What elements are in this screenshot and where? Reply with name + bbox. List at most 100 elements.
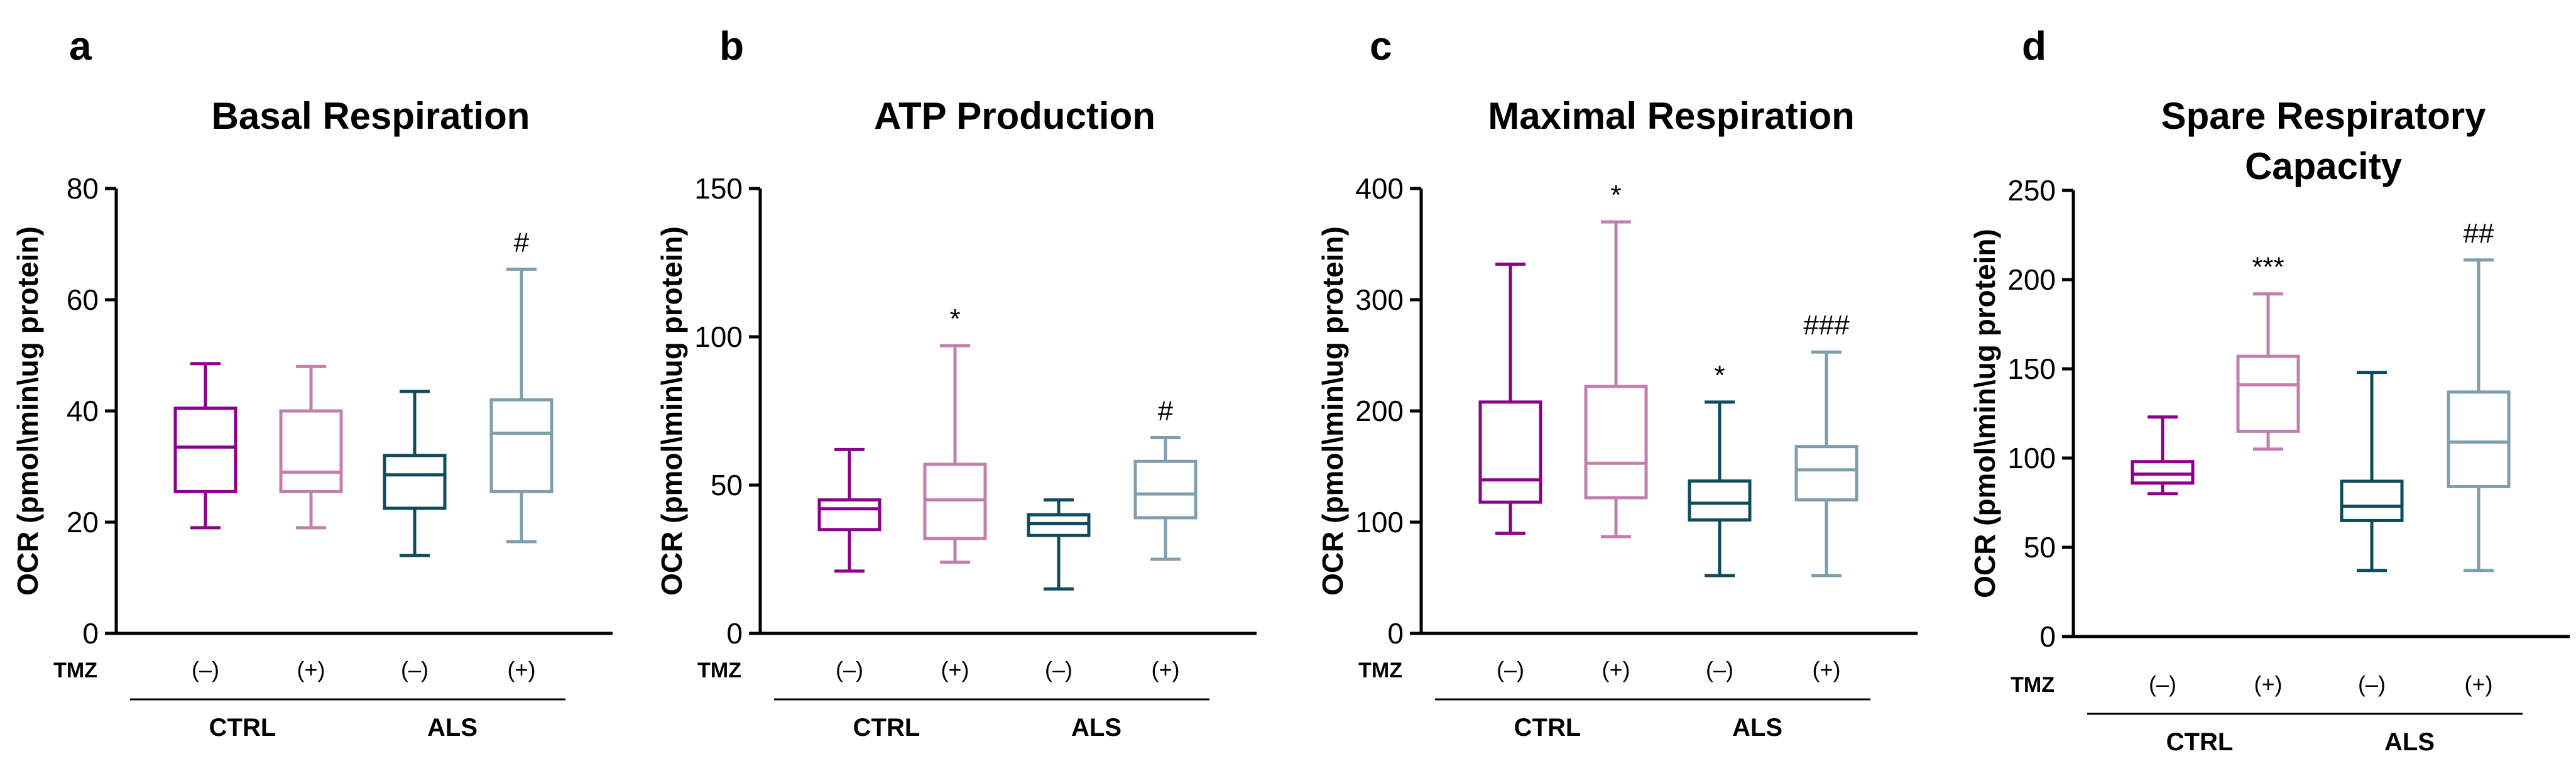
- treatment-label: TMZ: [2011, 673, 2055, 697]
- category-label: (+): [1602, 657, 1630, 682]
- y-axis-label: OCR (pmol\min\ug protein): [1316, 226, 1349, 596]
- group-label: CTRL: [2166, 728, 2234, 756]
- box-iqr: [1794, 445, 1858, 502]
- category-label: (–): [836, 657, 863, 682]
- box-iqr: [1133, 459, 1198, 520]
- category-label: (–): [1497, 657, 1524, 682]
- box-iqr: [1584, 385, 1648, 500]
- box-iqr: [2447, 390, 2511, 488]
- y-tick-label: 50: [711, 469, 743, 501]
- box-als-minus: *: [1688, 360, 1752, 577]
- panel-b: b ATP Production OCR (pmol\min\ug protein)…: [655, 23, 1257, 741]
- box-als-minus: [1027, 498, 1091, 591]
- box-ctrl-minus: [2131, 415, 2195, 496]
- chart-title: Capacity: [2245, 145, 2403, 187]
- y-tick-label: 50: [2024, 531, 2056, 564]
- box-ctrl-plus: ***: [2236, 252, 2300, 451]
- panel-letter: b: [719, 23, 744, 68]
- box-iqr: [1688, 479, 1752, 522]
- category-label: (–): [401, 657, 428, 682]
- group-label: ALS: [1071, 714, 1122, 741]
- category-label: (+): [1813, 657, 1841, 682]
- box-als-plus: ##: [2447, 218, 2511, 572]
- y-tick-label: 200: [1355, 395, 1404, 427]
- y-tick-label: 400: [1355, 172, 1404, 205]
- significance-marker: #: [1158, 395, 1174, 426]
- y-axis-label: OCR (pmol\min\ug protein): [1968, 229, 2001, 598]
- panel-c: c Maximal Respiration OCR (pmol\min\ug pro…: [1316, 23, 1918, 741]
- y-tick-label: 200: [2007, 263, 2056, 296]
- y-tick-label: 80: [67, 172, 99, 205]
- group-label: ALS: [2384, 728, 2435, 756]
- y-tick-label: 0: [726, 617, 743, 650]
- box-iqr: [1478, 400, 1542, 504]
- panel-a: a Basal Respiration OCR (pmol\min\ug prote…: [11, 23, 613, 741]
- panel-d: d Spare Respiratory Capacity OCR (pmol\min\…: [1968, 23, 2570, 756]
- box-iqr: [489, 398, 554, 493]
- y-tick-label: 100: [2007, 442, 2056, 474]
- group-label: CTRL: [853, 714, 920, 741]
- panel-letter: a: [69, 23, 92, 68]
- group-label: ALS: [1732, 714, 1782, 741]
- box-ctrl-minus: [1478, 262, 1542, 535]
- category-label: (–): [1045, 657, 1072, 682]
- significance-marker: *: [1610, 180, 1621, 211]
- treatment-label: TMZ: [1358, 659, 1402, 682]
- category-label: (+): [1152, 657, 1180, 682]
- chart-title: Maximal Respiration: [1488, 95, 1855, 137]
- chart-title: Spare Respiratory: [2161, 95, 2487, 137]
- y-tick-label: 60: [67, 283, 99, 316]
- y-axis-label: OCR (pmol\min\ug protein): [655, 226, 688, 596]
- box-ctrl-plus: *: [923, 303, 987, 564]
- category-label: (+): [297, 657, 325, 682]
- box-als-plus: #: [489, 227, 554, 544]
- treatment-label: TMZ: [697, 659, 741, 682]
- box-iqr: [279, 409, 343, 493]
- box-iqr: [383, 454, 447, 510]
- y-tick-label: 20: [67, 506, 99, 539]
- group-label: ALS: [427, 714, 478, 741]
- group-label: CTRL: [1514, 714, 1581, 741]
- category-label: (+): [508, 657, 536, 682]
- significance-marker: #: [514, 227, 530, 258]
- category-label: (–): [2358, 671, 2386, 697]
- chart-title: ATP Production: [874, 95, 1155, 137]
- y-axis-label: OCR (pmol\min\ug protein): [11, 226, 44, 596]
- group-label: CTRL: [209, 714, 276, 741]
- box-als-plus: ###: [1794, 310, 1858, 577]
- chart-title: Basal Respiration: [212, 95, 530, 137]
- box-als-minus: [2340, 371, 2404, 572]
- box-ctrl-minus: [173, 362, 237, 530]
- panel-letter: c: [1370, 23, 1392, 68]
- y-tick-label: 100: [694, 320, 743, 353]
- box-ctrl-plus: [279, 364, 343, 530]
- significance-marker: *: [949, 303, 960, 334]
- box-iqr: [2131, 460, 2195, 485]
- significance-marker: ##: [2464, 218, 2494, 249]
- category-label: (–): [2149, 671, 2176, 697]
- category-label: (+): [941, 657, 969, 682]
- category-label: (–): [192, 657, 219, 682]
- y-tick-label: 250: [2007, 174, 2056, 207]
- y-tick-label: 300: [1355, 283, 1404, 316]
- category-label: (–): [1706, 657, 1733, 682]
- significance-marker: ***: [2252, 252, 2284, 283]
- significance-marker: ###: [1803, 310, 1850, 341]
- y-tick-label: 150: [2007, 353, 2056, 385]
- box-ctrl-minus: [817, 447, 881, 573]
- treatment-label: TMZ: [53, 659, 97, 682]
- panel-letter: d: [2022, 23, 2046, 68]
- category-label: (+): [2465, 671, 2493, 697]
- y-tick-label: 0: [1387, 617, 1404, 650]
- box-iqr: [173, 407, 237, 493]
- box-iqr: [2236, 354, 2300, 433]
- y-tick-label: 0: [82, 617, 99, 650]
- box-iqr: [2340, 479, 2404, 522]
- y-tick-label: 40: [67, 395, 99, 427]
- significance-marker: *: [1714, 360, 1725, 391]
- box-iqr: [817, 498, 881, 532]
- y-tick-label: 0: [2039, 620, 2056, 653]
- box-als-plus: #: [1133, 395, 1198, 561]
- y-tick-label: 100: [1355, 506, 1404, 539]
